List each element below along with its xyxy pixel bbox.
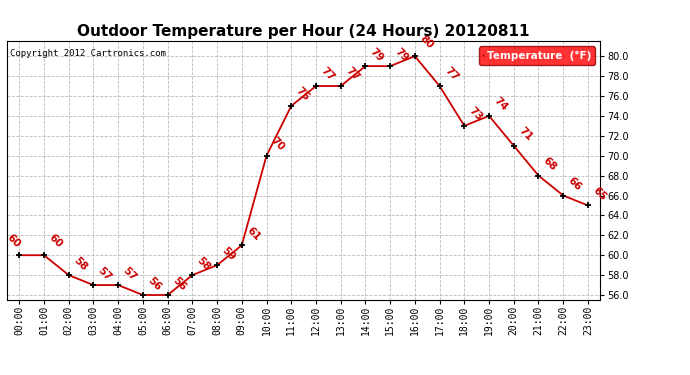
Text: 66: 66 [566,176,583,193]
Text: 73: 73 [467,106,484,123]
Text: 57: 57 [96,265,114,282]
Text: 65: 65 [591,185,608,202]
Text: 77: 77 [344,66,361,83]
Title: Outdoor Temperature per Hour (24 Hours) 20120811: Outdoor Temperature per Hour (24 Hours) … [77,24,530,39]
Text: 60: 60 [47,232,64,250]
Text: 60: 60 [6,232,23,250]
Text: 79: 79 [393,46,411,63]
Text: 80: 80 [417,33,435,51]
Text: 79: 79 [368,46,386,63]
Text: Copyright 2012 Cartronics.com: Copyright 2012 Cartronics.com [10,49,166,58]
Text: 59: 59 [220,245,237,262]
Text: 58: 58 [72,255,89,272]
Text: 58: 58 [195,255,213,272]
Text: 68: 68 [541,156,559,173]
Text: 56: 56 [146,275,163,292]
Text: 75: 75 [294,86,311,103]
Text: 61: 61 [244,225,262,243]
Text: 70: 70 [269,135,287,153]
Text: 77: 77 [319,66,336,83]
Text: 56: 56 [170,275,188,292]
Text: 57: 57 [121,265,139,282]
Text: 77: 77 [442,66,460,83]
Text: 71: 71 [517,126,534,143]
Text: 74: 74 [492,96,509,113]
Legend: Temperature  (°F): Temperature (°F) [480,46,595,65]
